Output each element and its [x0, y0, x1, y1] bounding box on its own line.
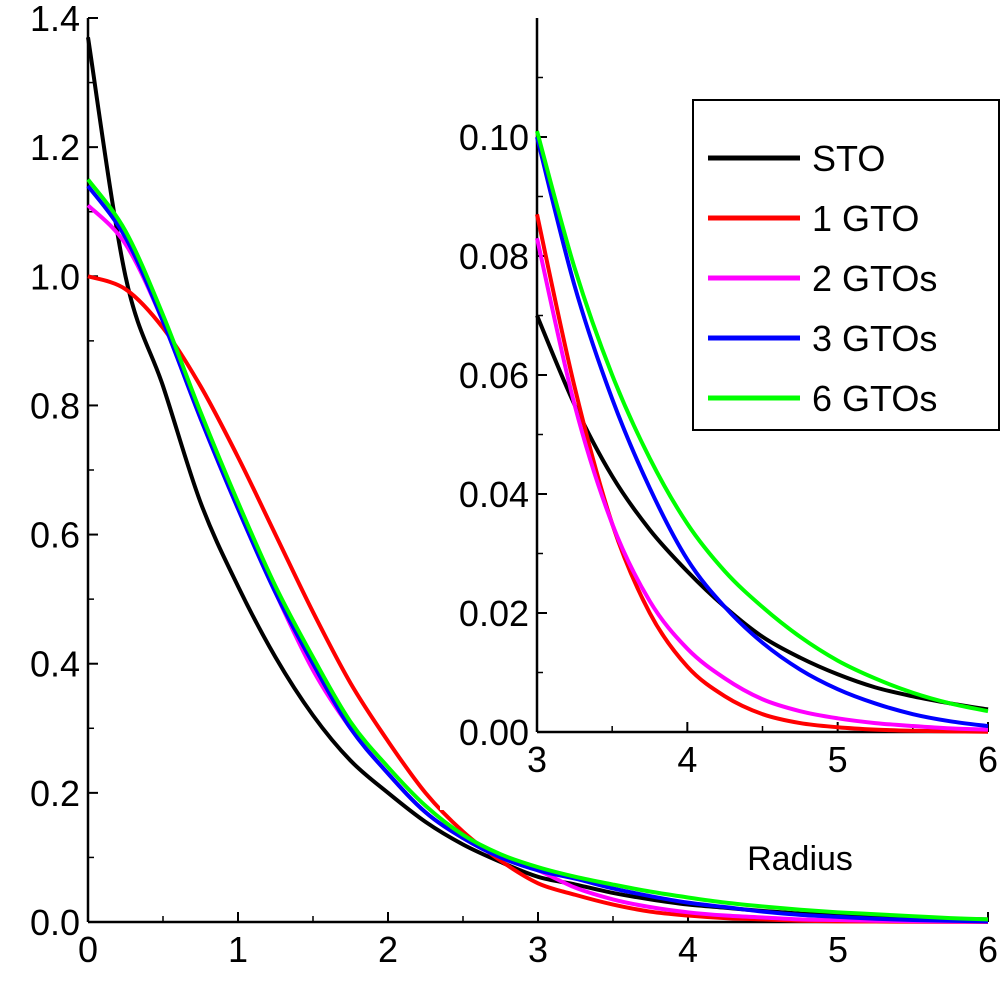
main-x-tick-label: 2 [378, 929, 398, 970]
main-y-tick-label: 1.0 [30, 256, 80, 297]
inset-x-tick-label: 4 [677, 739, 697, 780]
main-x-tick-label: 3 [528, 929, 548, 970]
inset-chart: 3 4 5 6 0.00 0.02 0.04 0.06 0.08 0.10 Radius STO 1 G… [440, 10, 1006, 878]
main-x-tick-label: 6 [978, 929, 998, 970]
legend-label-1-gto: 1 GTO [812, 198, 919, 239]
inset-y-tick-label: 0.02 [459, 593, 529, 634]
inset-x-tick-label: 3 [527, 739, 547, 780]
main-y-tick-label: 0.8 [30, 385, 80, 426]
inset-x-tick-label: 5 [828, 739, 848, 780]
main-x-tick-label: 0 [78, 929, 98, 970]
main-chart: 0 1 2 3 4 5 6 0.0 0.2 0.4 0.6 0.8 1.0 1.2 1.4 [30, 0, 998, 970]
main-y-tick-label: 1.2 [30, 127, 80, 168]
legend-label-6-gtos: 6 GTOs [812, 378, 937, 419]
main-series-6-gtos [86, 178, 989, 922]
main-x-tick-label: 1 [228, 929, 248, 970]
inset-y-tick-label: 0.00 [459, 712, 529, 753]
main-y-tick-label: 0.0 [30, 902, 80, 943]
main-y-tick-label: 1.4 [30, 0, 80, 39]
legend-box [692, 99, 1000, 431]
main-y-tick-label: 0.2 [30, 773, 80, 814]
main-y-tick-label: 0.4 [30, 644, 80, 685]
legend: STO 1 GTO 2 GTOs 3 GTOs 6 GTOs [692, 99, 1000, 431]
inset-x-axis-title: Radius [747, 840, 853, 878]
main-series-3-gtos [86, 184, 989, 924]
legend-label-3-gtos: 3 GTOs [812, 318, 937, 359]
inset-y-tick-label: 0.08 [459, 236, 529, 277]
inset-series-2-gtos [535, 237, 989, 732]
inset-series-3-gtos [535, 136, 989, 729]
inset-series-sto [535, 314, 989, 712]
inset-y-tick-label: 0.10 [459, 117, 529, 158]
inset-y-tick-label: 0.04 [459, 474, 529, 515]
main-x-tick-label: 5 [828, 929, 848, 970]
legend-label-2-gtos: 2 GTOs [812, 258, 937, 299]
main-y-tick-label: 0.6 [30, 515, 80, 556]
inset-y-tick-label: 0.06 [459, 355, 529, 396]
legend-label-sto: STO [812, 138, 885, 179]
inset-x-tick-label: 6 [978, 739, 998, 780]
inset-series-1-gto [535, 213, 989, 734]
inset-series-6-gtos [535, 130, 989, 714]
main-x-tick-label: 4 [678, 929, 698, 970]
